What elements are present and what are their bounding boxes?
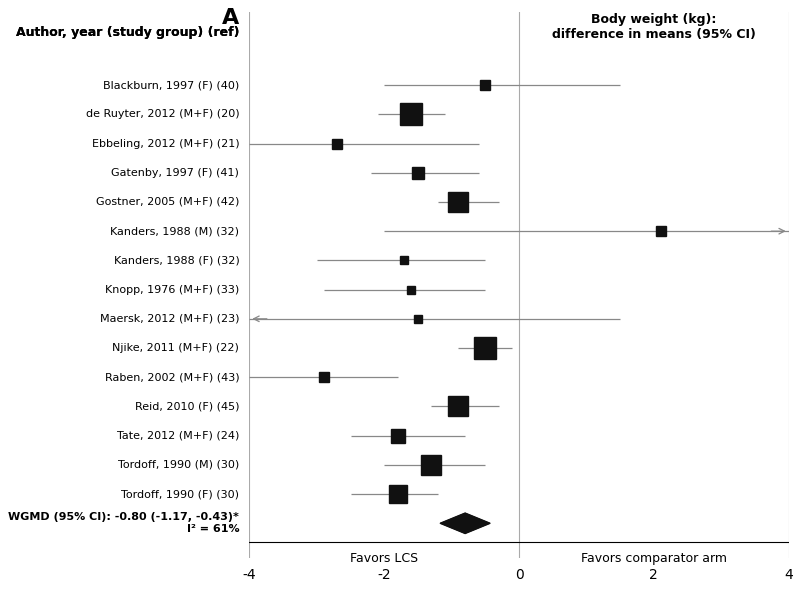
Text: Njike, 2011 (M+F) (22): Njike, 2011 (M+F) (22) (113, 343, 239, 353)
Text: Tordoff, 1990 (M) (30): Tordoff, 1990 (M) (30) (118, 460, 239, 470)
Text: Raben, 2002 (M+F) (43): Raben, 2002 (M+F) (43) (105, 372, 239, 382)
Text: Kanders, 1988 (F) (32): Kanders, 1988 (F) (32) (114, 256, 239, 266)
Polygon shape (440, 513, 490, 534)
Text: Tate, 2012 (M+F) (24): Tate, 2012 (M+F) (24) (117, 431, 239, 441)
Text: Tordoff, 1990 (F) (30): Tordoff, 1990 (F) (30) (122, 489, 239, 499)
Text: Blackburn, 1997 (F) (40): Blackburn, 1997 (F) (40) (103, 80, 239, 90)
Text: Author, year (study group) (ref): Author, year (study group) (ref) (16, 26, 239, 39)
Text: Body weight (kg):
difference in means (95% CI): Body weight (kg): difference in means (9… (552, 13, 756, 41)
Text: Author, year (study group) (ref): Author, year (study group) (ref) (16, 26, 239, 39)
Text: Knopp, 1976 (M+F) (33): Knopp, 1976 (M+F) (33) (105, 284, 239, 294)
Text: Favors LCS: Favors LCS (350, 552, 418, 565)
Text: WGMD (95% CI): -0.80 (-1.17, -0.43)*
I² = 61%: WGMD (95% CI): -0.80 (-1.17, -0.43)* I² … (9, 512, 239, 534)
Text: Favors comparator arm: Favors comparator arm (581, 552, 727, 565)
Text: Ebbeling, 2012 (M+F) (21): Ebbeling, 2012 (M+F) (21) (92, 138, 239, 148)
Text: Kanders, 1988 (M) (32): Kanders, 1988 (M) (32) (110, 226, 239, 236)
Text: Gostner, 2005 (M+F) (42): Gostner, 2005 (M+F) (42) (96, 197, 239, 207)
Text: de Ruyter, 2012 (M+F) (20): de Ruyter, 2012 (M+F) (20) (86, 110, 239, 120)
Text: A: A (222, 8, 239, 28)
Text: Reid, 2010 (F) (45): Reid, 2010 (F) (45) (135, 402, 239, 412)
Text: Maersk, 2012 (M+F) (23): Maersk, 2012 (M+F) (23) (100, 314, 239, 324)
Text: Gatenby, 1997 (F) (41): Gatenby, 1997 (F) (41) (111, 168, 239, 178)
